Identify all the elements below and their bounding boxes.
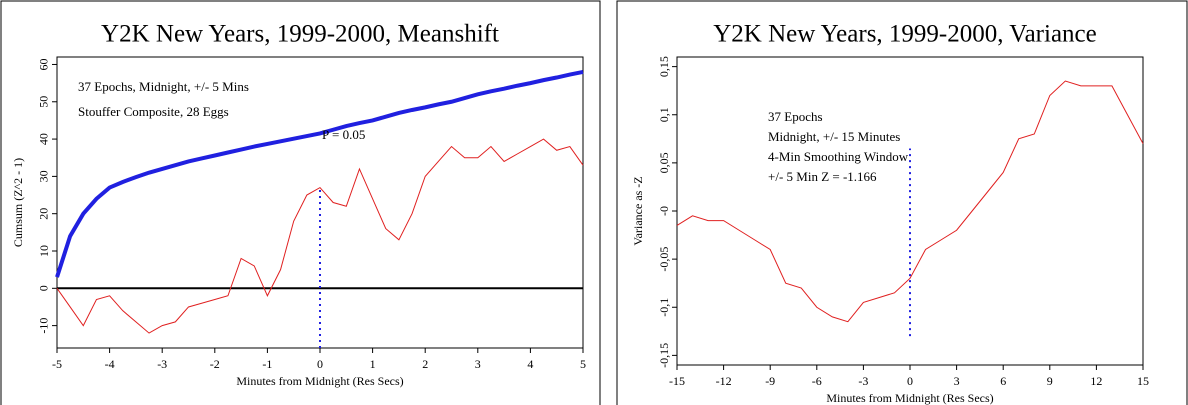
chart-title: Y2K New Years, 1999-2000, Meanshift <box>101 21 499 48</box>
x-tick-label: -6 <box>812 374 822 388</box>
x-axis-label: Minutes from Midnight (Res Secs) <box>236 374 403 388</box>
annotation: P = 0.05 <box>322 127 365 142</box>
x-tick-label: -3 <box>858 374 868 388</box>
x-tick-label: 4 <box>527 357 533 371</box>
series-line <box>676 80 1144 323</box>
x-tick-label: 15 <box>1137 374 1149 388</box>
y-tick-label: -0 <box>657 206 671 216</box>
y-tick-label: 0 <box>37 285 51 291</box>
x-tick-label: -2 <box>210 357 220 371</box>
y-tick-label: 0,15 <box>657 56 671 77</box>
annotation: 37 Epochs <box>768 109 823 124</box>
x-axis-label: Minutes from Midnight (Res Secs) <box>826 391 993 405</box>
x-tick-label: 3 <box>475 357 481 371</box>
x-tick-label: 0 <box>907 374 913 388</box>
annotation: +/- 5 Min Z = -1.166 <box>768 169 877 184</box>
y-tick-label: 0,05 <box>657 152 671 173</box>
y-tick-label: 60 <box>37 58 51 70</box>
x-tick-label: -12 <box>716 374 732 388</box>
y-tick-label: -0,1 <box>657 298 671 317</box>
x-tick-label: 2 <box>422 357 428 371</box>
series-line <box>55 69 584 278</box>
x-tick-label: 1 <box>370 357 376 371</box>
x-tick-label: -4 <box>105 357 115 371</box>
x-tick-label: 3 <box>954 374 960 388</box>
annotation: 4-Min Smoothing Window <box>768 149 909 164</box>
annotation: Stouffer Composite, 28 Eggs <box>78 104 229 119</box>
annotation: Midnight, +/- 15 Minutes <box>768 129 900 144</box>
x-tick-label: -5 <box>52 357 62 371</box>
x-tick-label: -3 <box>157 357 167 371</box>
panel-frame <box>0 0 601 405</box>
panel-frame <box>616 0 1188 405</box>
y-tick-label: -0,05 <box>657 247 671 272</box>
y-tick-label: -10 <box>37 318 51 334</box>
y-tick-label: 10 <box>37 245 51 257</box>
y-axis-label: Cumsum (Z^2 - 1) <box>11 158 25 247</box>
annotation: 37 Epochs, Midnight, +/- 5 Mins <box>78 79 249 94</box>
y-tick-label: -0,15 <box>657 343 671 368</box>
x-tick-label: -15 <box>669 374 685 388</box>
y-tick-label: 30 <box>37 170 51 182</box>
x-tick-label: 0 <box>317 357 323 371</box>
y-tick-label: 0,1 <box>657 107 671 122</box>
y-tick-label: 20 <box>37 208 51 220</box>
x-tick-label: 12 <box>1090 374 1102 388</box>
x-tick-label: 6 <box>1000 374 1006 388</box>
x-tick-label: -9 <box>765 374 775 388</box>
series-line <box>56 138 584 334</box>
x-tick-label: 9 <box>1047 374 1053 388</box>
y-tick-label: 50 <box>37 96 51 108</box>
plot-frame <box>676 56 1144 366</box>
y-axis-label: Variance as -Z <box>631 176 645 245</box>
y-tick-label: 40 <box>37 133 51 145</box>
x-tick-label: 5 <box>580 357 586 371</box>
x-tick-label: -1 <box>262 357 272 371</box>
chart-title: Y2K New Years, 1999-2000, Variance <box>713 21 1097 48</box>
